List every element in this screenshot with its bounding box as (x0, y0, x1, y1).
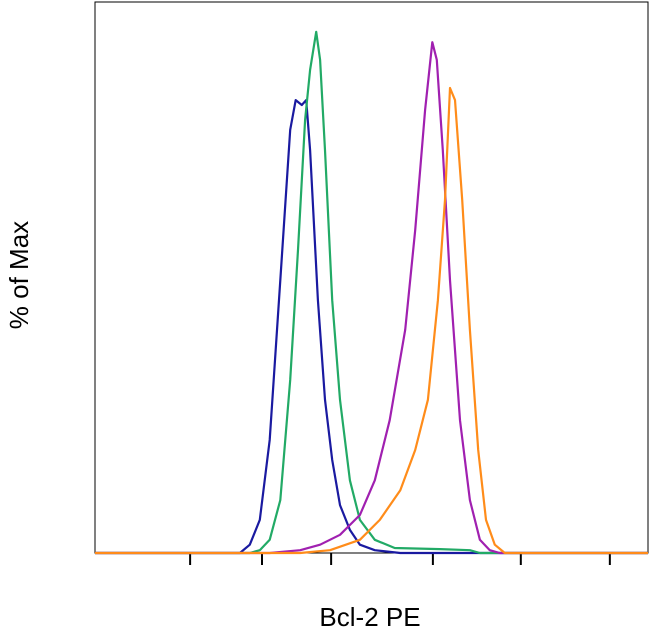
histogram-line (95, 99, 648, 555)
histogram-line (95, 30, 648, 555)
plot-frame (94, 1, 649, 554)
histogram-line (95, 41, 648, 555)
x-axis-label: Bcl-2 PE (319, 602, 420, 632)
y-axis-label: % of Max (4, 221, 34, 329)
histogram-line (95, 86, 648, 555)
